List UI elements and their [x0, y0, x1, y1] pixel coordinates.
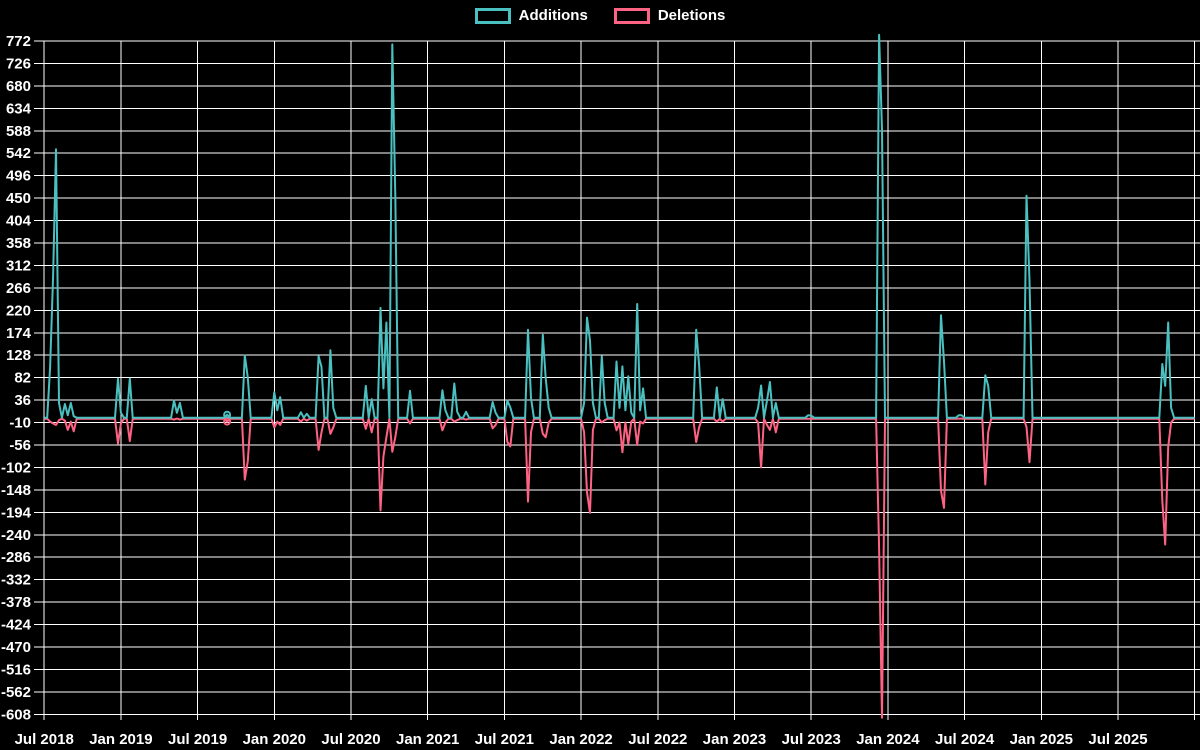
x-tick-label: Jan 2021	[396, 731, 459, 748]
y-tick-label: 82	[14, 370, 31, 387]
y-tick-label: -194	[1, 504, 32, 521]
x-tick-label: Jan 2025	[1010, 731, 1073, 748]
y-tick-label: 450	[6, 190, 31, 207]
y-tick-label: -470	[1, 639, 31, 656]
y-tick-label: 634	[6, 100, 32, 117]
x-tick-label: Jul 2025	[1088, 731, 1147, 748]
x-tick-label: Jan 2023	[703, 731, 766, 748]
y-tick-label: 128	[6, 347, 31, 364]
grid	[34, 40, 1200, 720]
x-tick-label: Jan 2022	[549, 731, 612, 748]
y-tick-label: 588	[6, 123, 31, 140]
y-tick-label: 404	[6, 213, 32, 230]
y-tick-label: -148	[1, 482, 31, 499]
legend-item-deletions[interactable]: Deletions	[613, 7, 726, 24]
y-tick-label: 726	[6, 55, 31, 72]
deletions-legend-label: Deletions	[657, 7, 726, 24]
x-tick-label: Jul 2024	[935, 731, 995, 748]
y-tick-label: 266	[6, 280, 31, 297]
chart-legend: Additions Deletions	[0, 7, 1200, 24]
y-tick-label: -562	[1, 684, 31, 701]
deletions-point-marker[interactable]	[223, 417, 232, 426]
y-tick-label: 312	[6, 257, 31, 274]
deletions-legend-swatch	[613, 7, 650, 24]
y-tick-label: -286	[1, 549, 31, 566]
y-tick-label: -608	[1, 706, 31, 723]
additions-legend-label: Additions	[518, 7, 588, 24]
y-tick-label: 358	[6, 235, 31, 252]
y-tick-label: -102	[1, 459, 31, 476]
y-tick-label: -332	[1, 572, 31, 589]
y-tick-label: -516	[1, 661, 31, 678]
additions-line	[44, 33, 1195, 419]
y-tick-label: -378	[1, 594, 31, 611]
y-tick-label: 174	[6, 325, 32, 342]
x-tick-label: Jul 2021	[475, 731, 534, 748]
y-tick-label: 772	[6, 33, 31, 50]
x-tick-label: Jan 2019	[89, 731, 152, 748]
x-tick-label: Jul 2019	[168, 731, 227, 748]
x-tick-label: Jul 2023	[782, 731, 841, 748]
y-tick-label: -240	[1, 527, 31, 544]
y-tick-label: -56	[9, 437, 31, 454]
y-tick-label: -10	[9, 415, 31, 432]
y-tick-label: -424	[1, 617, 32, 634]
x-tick-label: Jul 2018	[15, 731, 74, 748]
x-tick-label: Jan 2024	[856, 731, 920, 748]
y-tick-label: 220	[6, 302, 31, 319]
y-tick-label: 542	[6, 145, 31, 162]
x-tick-label: Jul 2020	[321, 731, 380, 748]
deletions-line	[44, 417, 1195, 719]
additions-legend-swatch	[474, 7, 511, 24]
axis-labels: 772 726 680 634 588 542 496 450 404 358 312 266 220 1…	[1, 33, 1148, 748]
y-tick-label: 36	[14, 392, 31, 409]
x-tick-label: Jan 2020	[243, 731, 306, 748]
y-tick-label: 496	[6, 168, 31, 185]
x-tick-label: Jul 2022	[628, 731, 687, 748]
y-tick-label: 680	[6, 78, 31, 95]
legend-item-additions[interactable]: Additions	[474, 7, 588, 24]
